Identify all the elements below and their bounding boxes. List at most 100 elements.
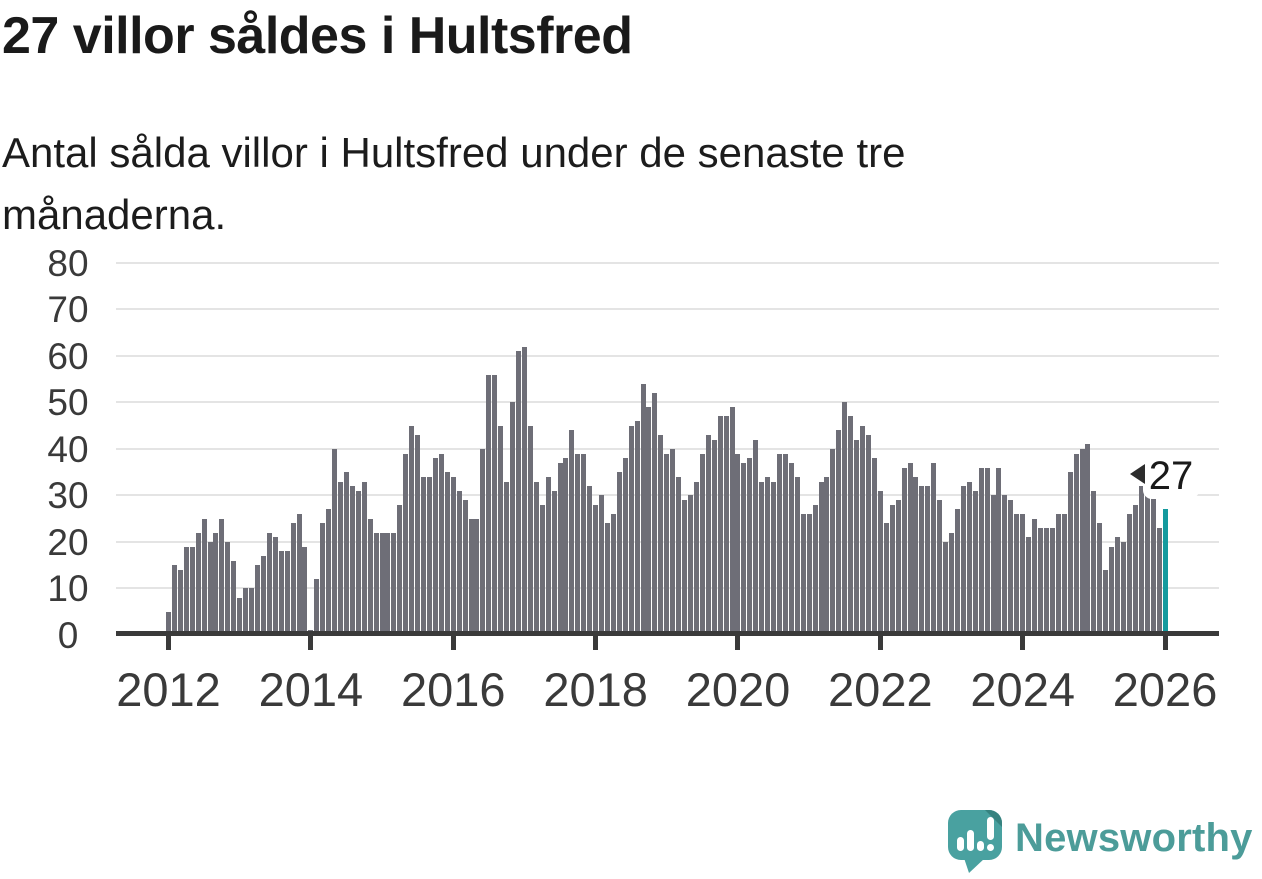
- bar: [260, 555, 266, 635]
- bar: [593, 504, 599, 635]
- y-axis-label: 60: [47, 335, 89, 377]
- bar: [812, 504, 818, 635]
- bar: [830, 448, 836, 635]
- bar: [284, 551, 290, 635]
- page-title: 27 villor såldes i Hultsfred: [2, 7, 633, 65]
- bar: [587, 486, 593, 635]
- bar: [919, 486, 925, 635]
- bar: [557, 462, 563, 635]
- bar: [1079, 448, 1085, 635]
- x-axis-tick: [1162, 636, 1168, 650]
- bar: [456, 490, 462, 635]
- bar: [515, 351, 521, 635]
- x-axis-tick: [877, 636, 883, 650]
- bar: [943, 541, 949, 635]
- bar: [438, 453, 444, 635]
- bar: [409, 425, 415, 635]
- bar: [474, 518, 480, 635]
- bar: [1150, 495, 1156, 635]
- bar: [966, 481, 972, 635]
- annotation-value: 27: [1148, 453, 1194, 498]
- y-axis-label: 80: [47, 242, 89, 284]
- bar: [984, 467, 990, 635]
- bar: [818, 481, 824, 635]
- bar: [207, 541, 213, 635]
- bar: [551, 490, 557, 635]
- bar: [889, 504, 895, 635]
- y-axis-label: 40: [47, 428, 89, 470]
- bar: [225, 541, 231, 635]
- bar: [604, 523, 610, 635]
- bar: [753, 439, 759, 635]
- bar: [717, 416, 723, 635]
- bar: [492, 374, 498, 635]
- bar: [1103, 569, 1109, 635]
- bar: [1073, 453, 1079, 635]
- bar: [949, 532, 955, 635]
- bar: [379, 532, 385, 635]
- bar: [1002, 495, 1008, 635]
- bar: [355, 490, 361, 635]
- bar: [527, 425, 533, 635]
- bar: [765, 476, 771, 635]
- bar: [800, 514, 806, 635]
- bar: [723, 416, 729, 635]
- bar: [391, 532, 397, 635]
- bar: [421, 476, 427, 635]
- x-axis-line: [116, 631, 1219, 636]
- bar: [824, 476, 830, 635]
- bar: [883, 523, 889, 635]
- bar: [1020, 514, 1026, 635]
- bar: [1038, 528, 1043, 635]
- gridline-y-50: [116, 401, 1219, 404]
- bar: [895, 500, 901, 635]
- bar: [166, 611, 171, 635]
- x-axis-tick: [593, 636, 599, 650]
- bar: [954, 509, 960, 635]
- bar: [343, 472, 349, 635]
- bar: [711, 439, 717, 635]
- bar: [237, 597, 243, 635]
- bar: [539, 504, 545, 635]
- bar: [575, 453, 581, 635]
- y-axis-label: 70: [47, 289, 89, 331]
- bar: [1126, 514, 1132, 635]
- bar: [901, 467, 907, 635]
- bar: [183, 546, 189, 635]
- bar: [860, 425, 866, 635]
- bar: [171, 565, 177, 635]
- x-axis-tick: [735, 636, 741, 650]
- gridline-y-40: [116, 447, 1219, 450]
- bar: [1121, 541, 1127, 635]
- value-annotation: 27: [1143, 453, 1199, 499]
- newsworthy-logo-icon: [948, 810, 1002, 873]
- logo-bar-icon: [967, 830, 974, 851]
- bar: [771, 481, 777, 635]
- bar: [616, 472, 622, 635]
- bar: [468, 518, 474, 635]
- bar: [373, 532, 379, 635]
- bar: [314, 579, 320, 635]
- bar: [1085, 444, 1091, 635]
- newsworthy-branding: Newsworthy: [948, 810, 1253, 873]
- bar: [1032, 518, 1038, 635]
- bar: [735, 453, 741, 635]
- bar: [699, 453, 705, 635]
- bar: [403, 453, 409, 635]
- bar: [937, 500, 943, 635]
- bar: [1109, 546, 1115, 635]
- bar: [504, 481, 510, 635]
- bar: [806, 514, 812, 635]
- bar: [913, 476, 919, 635]
- bar: [990, 495, 996, 635]
- y-axis-label: 20: [47, 521, 89, 563]
- logo-tail: [964, 858, 985, 873]
- bar: [296, 514, 302, 635]
- bar: [1049, 528, 1055, 635]
- bar: [1043, 528, 1049, 635]
- gridline-y-70: [116, 308, 1219, 311]
- bar: [759, 481, 765, 635]
- x-axis-label: 2016: [400, 663, 506, 716]
- bar: [397, 504, 403, 635]
- bar: [510, 402, 516, 635]
